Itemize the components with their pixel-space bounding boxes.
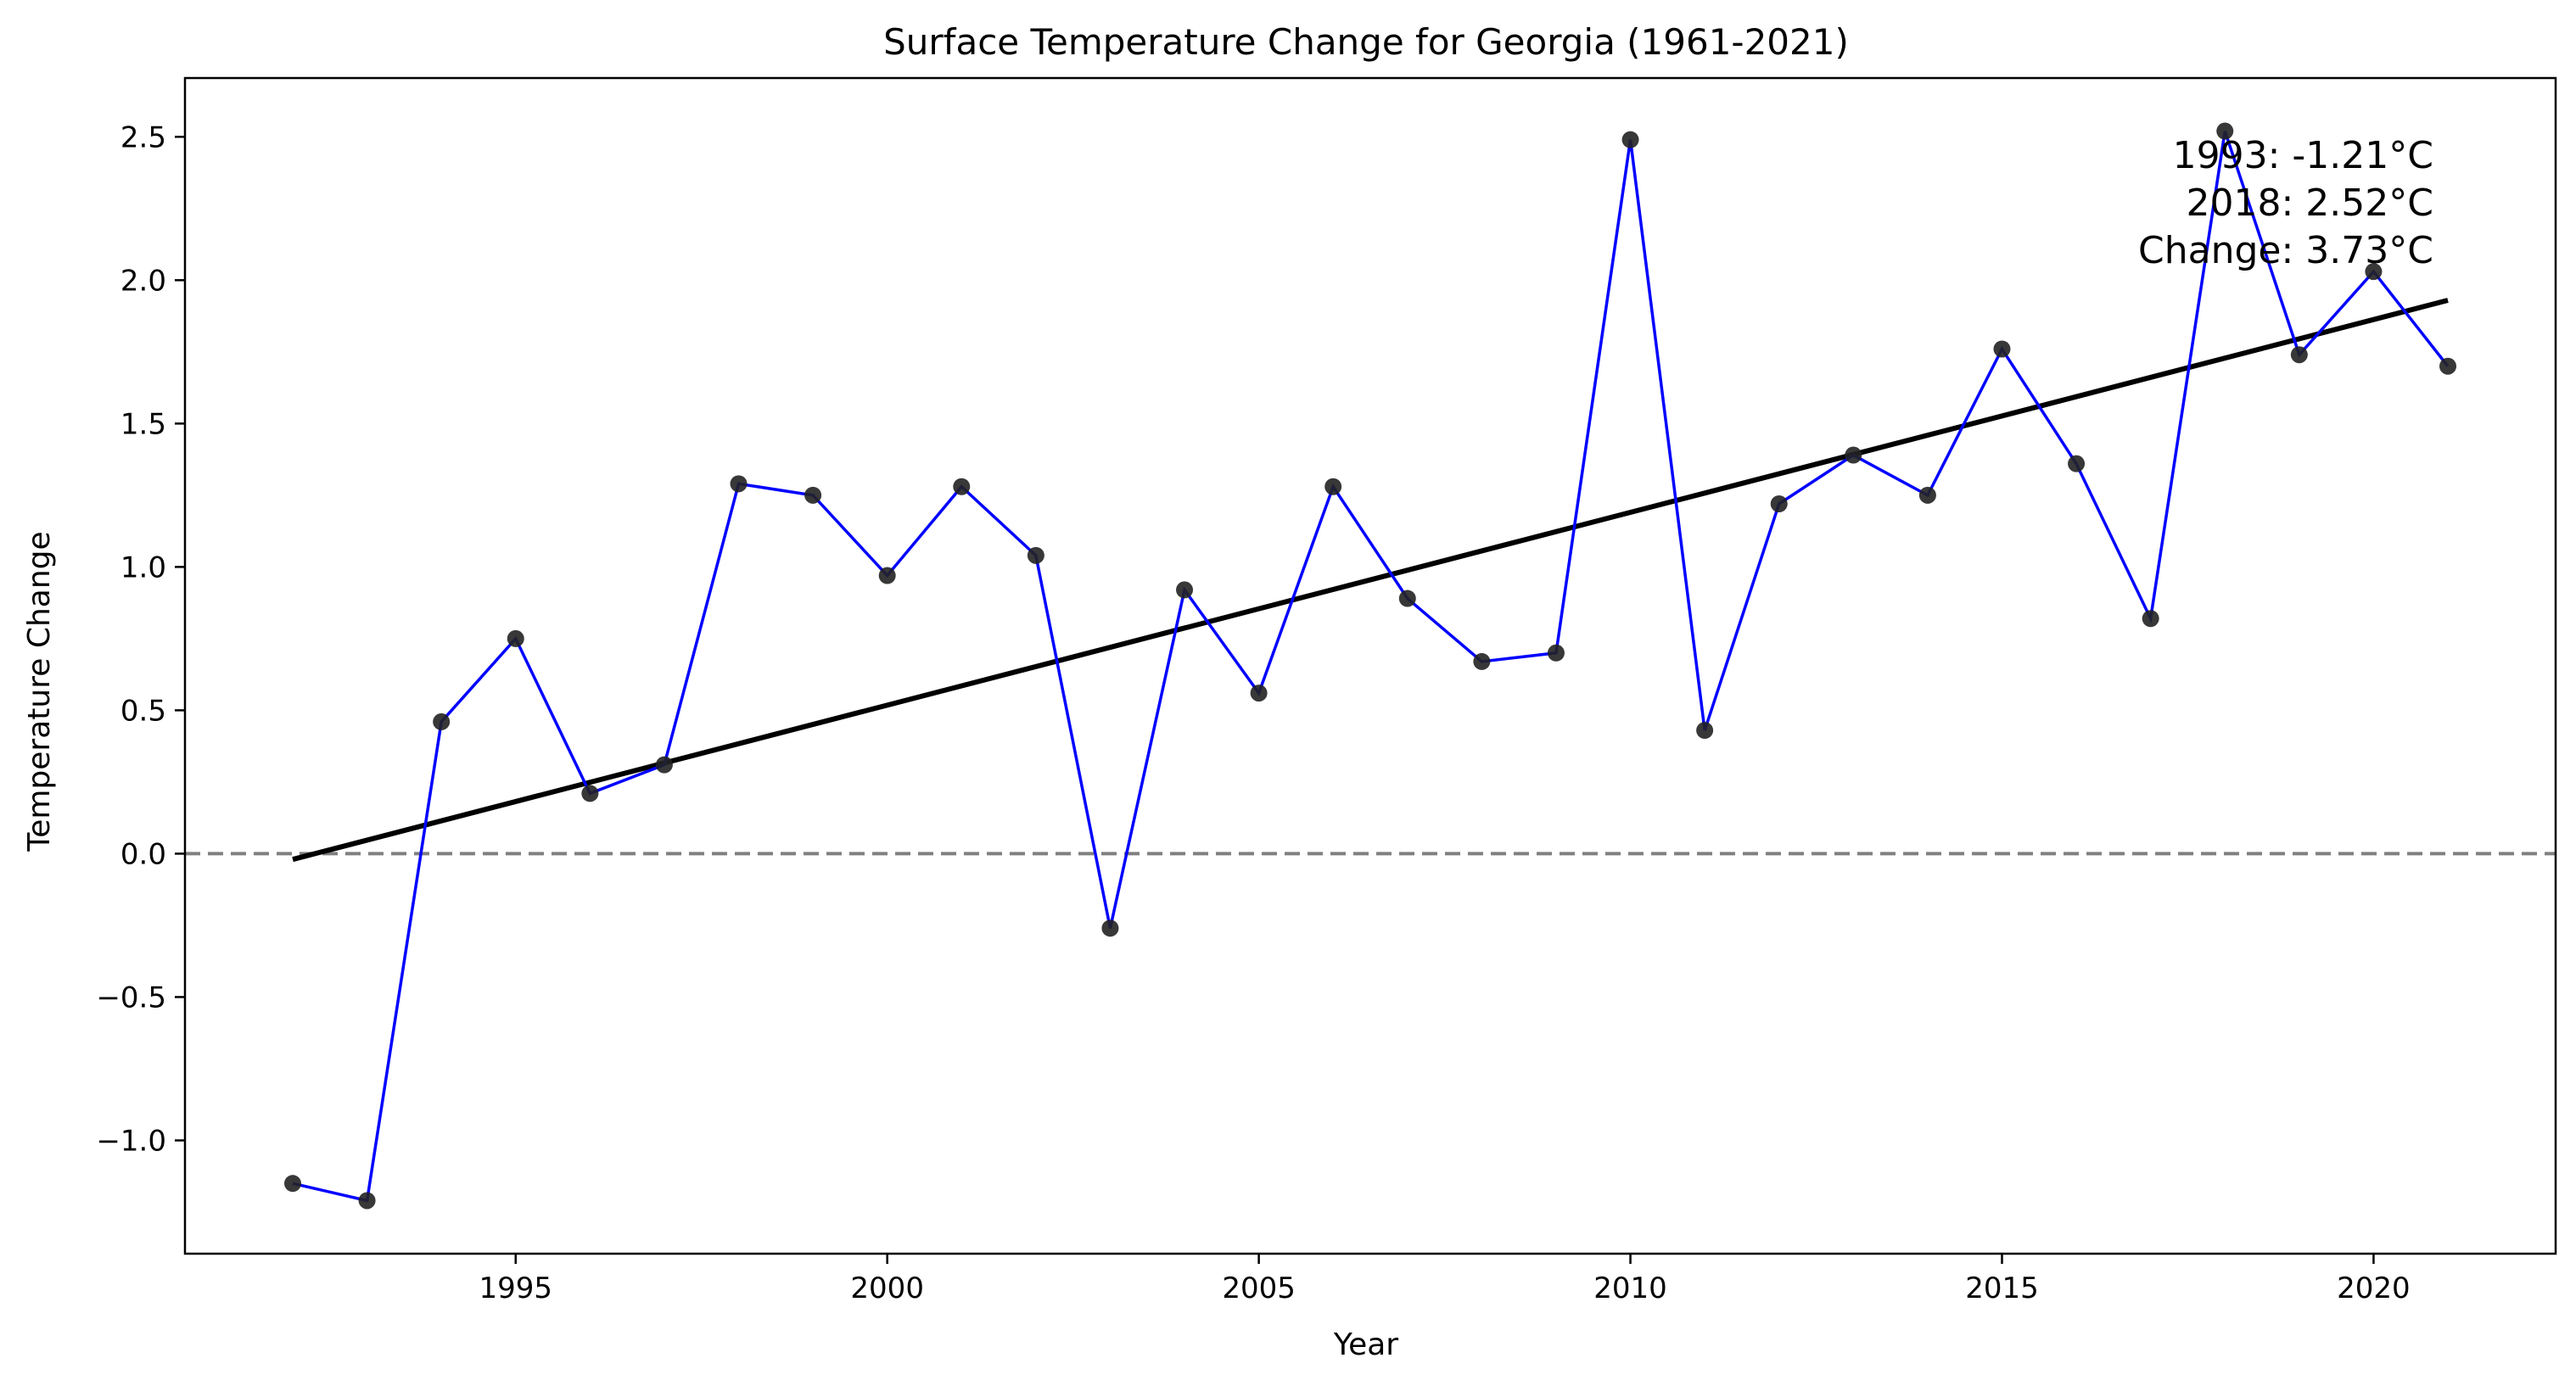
- data-point: [1770, 495, 1788, 513]
- x-tick-label: 2015: [1965, 1271, 2039, 1305]
- data-point: [1101, 919, 1119, 937]
- data-point: [1993, 340, 2011, 358]
- y-tick-label: −1.0: [96, 1124, 166, 1158]
- data-point: [878, 567, 896, 584]
- y-tick-label: 1.5: [120, 407, 166, 441]
- data-point: [730, 475, 748, 493]
- y-tick-label: −0.5: [96, 981, 166, 1014]
- data-point: [1398, 590, 1416, 607]
- data-points: [284, 122, 2456, 1210]
- plot-frame: [183, 76, 2557, 1255]
- data-point: [1696, 722, 1714, 740]
- data-point: [1027, 546, 1044, 564]
- annotation-line: 1993: -1.21°C: [2173, 134, 2433, 177]
- annotation-line: Change: 3.73°C: [2138, 229, 2433, 272]
- data-point: [507, 629, 524, 647]
- y-tick-label: 2.5: [120, 120, 166, 154]
- y-tick-label: 2.0: [120, 264, 166, 298]
- x-tick-label: 2010: [1593, 1271, 1667, 1305]
- y-axis-ticks: −1.0 −0.5 0.0 0.5 1.0 1.5 2.0 2.5: [96, 120, 185, 1158]
- x-tick-label: 1995: [479, 1271, 552, 1305]
- x-tick-label: 2005: [1222, 1271, 1296, 1305]
- x-axis-ticks: 1995 2000 2005 2010 2015 2020: [479, 1254, 2411, 1305]
- annotation-line: 2018: 2.52°C: [2187, 182, 2433, 225]
- data-point: [2290, 346, 2308, 364]
- plot-area: [185, 122, 2556, 1210]
- data-point: [2365, 263, 2383, 281]
- data-point: [2216, 122, 2234, 140]
- data-point: [2439, 357, 2456, 375]
- data-point: [2068, 455, 2086, 472]
- data-point: [1473, 652, 1491, 670]
- y-tick-label: 0.0: [120, 837, 166, 871]
- x-tick-label: 2000: [850, 1271, 924, 1305]
- trend-line: [292, 298, 2449, 863]
- data-point: [1176, 581, 1194, 599]
- data-point: [433, 713, 451, 730]
- series-line: [292, 130, 2450, 1203]
- data-point: [581, 785, 599, 802]
- data-point: [284, 1175, 301, 1193]
- x-axis-label: Year: [1333, 1327, 1398, 1362]
- data-point: [655, 756, 673, 774]
- data-point: [358, 1192, 376, 1210]
- data-point: [1845, 446, 1862, 464]
- change-annotation: 1993: -1.21°C 2018: 2.52°C Change: 3.73°C: [2138, 134, 2433, 272]
- data-point: [1547, 644, 1565, 662]
- x-tick-label: 2020: [2337, 1271, 2411, 1305]
- data-point: [804, 486, 822, 504]
- data-point: [1621, 131, 1639, 148]
- y-tick-label: 1.0: [120, 550, 166, 584]
- y-axis-label: Temperature Change: [22, 531, 57, 852]
- data-point: [1250, 685, 1268, 702]
- data-point: [1918, 486, 1936, 504]
- chart-title: Surface Temperature Change for Georgia (…: [883, 21, 1849, 63]
- data-point: [2142, 610, 2159, 628]
- y-tick-label: 0.5: [120, 694, 166, 728]
- data-point: [953, 478, 971, 495]
- data-point: [1324, 478, 1342, 495]
